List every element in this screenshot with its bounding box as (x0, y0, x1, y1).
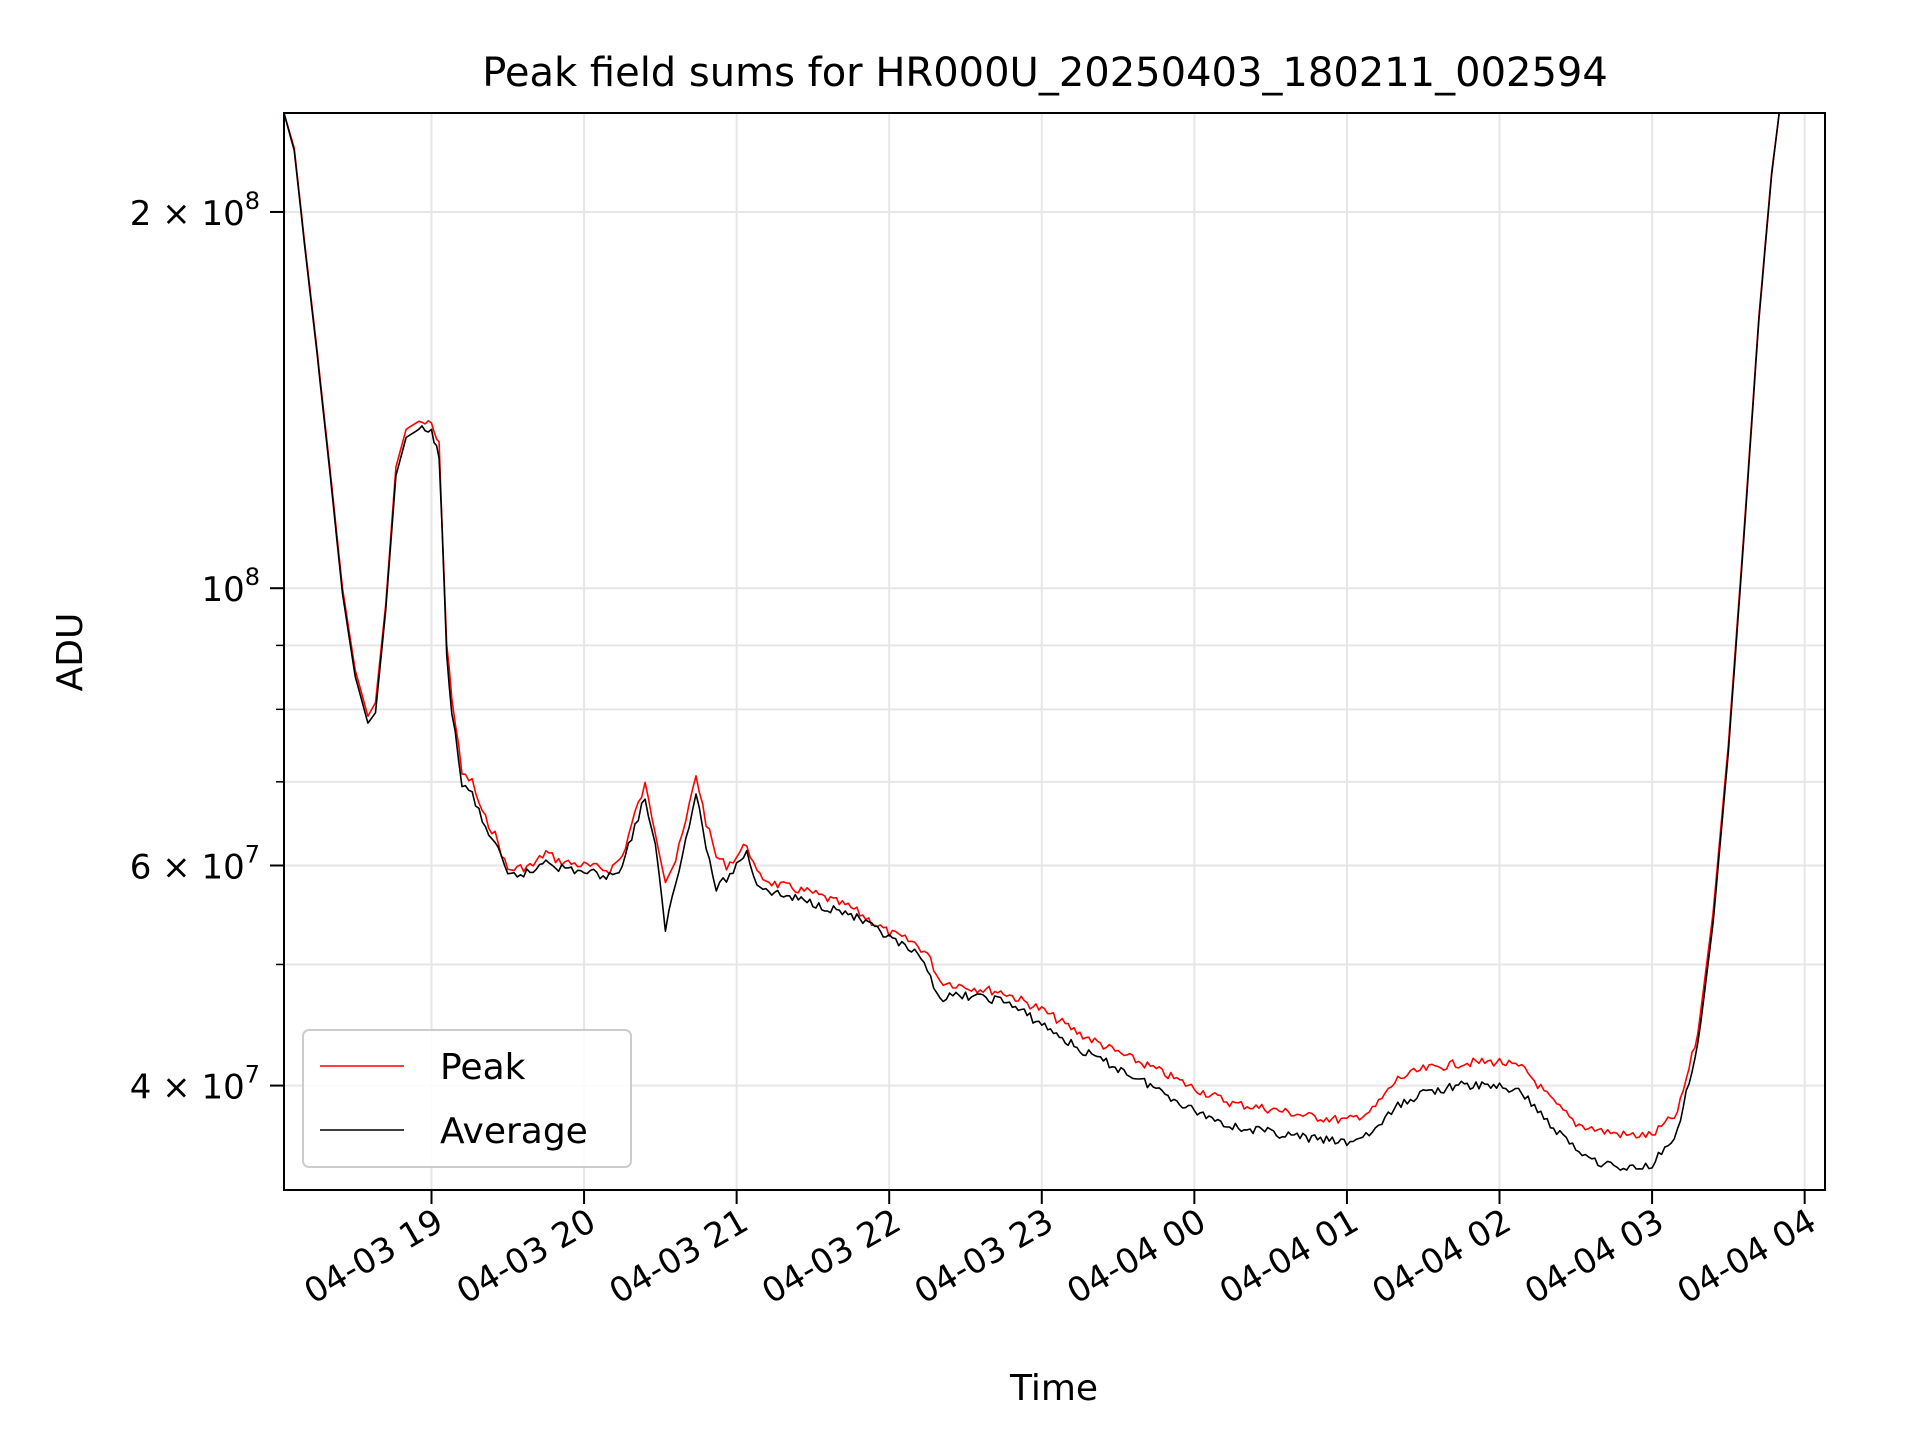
y-tick-label: 6 × 107 (130, 840, 260, 887)
y-tick-label: 108 (201, 563, 260, 610)
y-tick-label: 4 × 107 (130, 1061, 260, 1108)
plot-frame (283, 112, 1826, 1191)
grid-layer (284, 113, 1825, 1190)
legend-label-average: Average (440, 1111, 588, 1152)
y-tick-label: 2 × 108 (130, 187, 260, 234)
y-axis-label: ADU (50, 613, 91, 692)
legend-label-peak: Peak (440, 1047, 526, 1088)
chart-title: Peak field sums for HR000U_20250403_1802… (482, 50, 1608, 96)
x-axis-label: Time (1009, 1368, 1098, 1409)
series-line-average (284, 113, 1780, 1171)
series-line-peak (284, 113, 1780, 1139)
series-layer (284, 113, 1780, 1171)
legend-box (302, 1029, 632, 1168)
legend: Peak Average (302, 1029, 632, 1168)
